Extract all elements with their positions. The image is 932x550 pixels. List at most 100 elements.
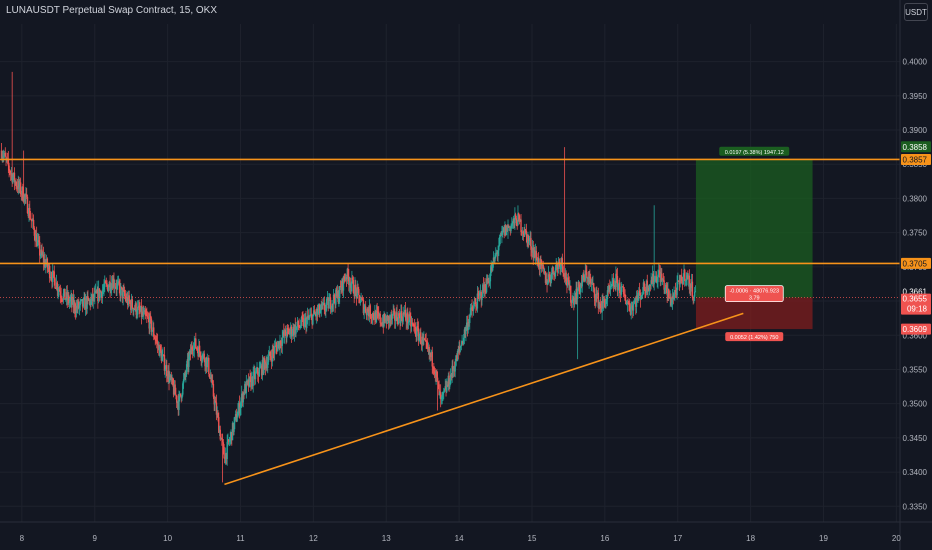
candle-body xyxy=(346,268,349,279)
candle-body xyxy=(304,317,306,319)
candle-body xyxy=(297,320,300,327)
candle-body xyxy=(397,321,399,325)
candle-body xyxy=(596,292,599,295)
candle-body xyxy=(386,315,388,324)
candle-body xyxy=(460,344,463,347)
candle-body xyxy=(560,258,563,264)
candle-body xyxy=(368,305,371,317)
candle-body xyxy=(147,317,150,319)
candle-body xyxy=(514,214,516,224)
candle-body xyxy=(621,286,623,288)
candle-body xyxy=(458,347,460,352)
candle-body xyxy=(236,417,238,422)
candle-body xyxy=(637,295,639,301)
candle-body xyxy=(172,378,174,386)
candle-body xyxy=(257,374,260,377)
candle-body xyxy=(505,225,507,236)
candle-body xyxy=(154,338,156,341)
candle-body xyxy=(544,271,546,274)
candle-body xyxy=(91,294,93,300)
candle-body xyxy=(202,353,205,355)
candle-body xyxy=(377,311,379,313)
candle-body xyxy=(651,280,653,284)
candle-body xyxy=(556,264,558,266)
currency-button[interactable]: USDT xyxy=(904,3,928,21)
candle-body xyxy=(3,155,5,157)
candle-body xyxy=(504,225,506,235)
candle-body xyxy=(219,429,221,440)
candle-body xyxy=(268,351,270,356)
candle-body xyxy=(601,301,603,313)
high-price-tag: 0.3661 xyxy=(903,288,928,297)
candle-body xyxy=(231,432,233,441)
candle-body xyxy=(377,312,380,317)
candle-body xyxy=(274,345,277,347)
candle-body xyxy=(106,283,108,286)
candle-body xyxy=(544,271,547,283)
candle-body xyxy=(527,235,529,244)
candle-body xyxy=(407,312,409,324)
candle-body xyxy=(86,296,88,309)
candle-body xyxy=(263,358,266,363)
candle-body xyxy=(211,379,214,384)
candle-body xyxy=(592,283,594,285)
candle-body xyxy=(216,413,218,415)
candle-body xyxy=(176,401,179,403)
candle-body xyxy=(53,271,55,279)
candle-body xyxy=(283,331,285,336)
candle-body xyxy=(507,226,509,231)
candle-body xyxy=(144,310,147,315)
candle-body xyxy=(415,334,417,337)
candle-body xyxy=(178,395,180,410)
candle-body xyxy=(314,313,316,315)
candle-body xyxy=(133,308,135,312)
candle-body xyxy=(443,391,445,393)
candle-body xyxy=(280,344,283,346)
candle-body xyxy=(624,294,626,301)
time-tick-label: 11 xyxy=(236,534,245,543)
entry-info-label: -0.0006 · 48076.923 xyxy=(729,289,779,295)
candle-body xyxy=(463,329,466,338)
candle-body xyxy=(26,196,29,214)
candle-body xyxy=(496,252,498,254)
candle-body xyxy=(334,300,336,305)
candle-body xyxy=(660,273,662,283)
candle-body xyxy=(215,401,217,403)
candle-body xyxy=(212,383,215,397)
candle-body xyxy=(130,302,132,310)
candle-body xyxy=(195,338,197,348)
candle-body xyxy=(205,357,207,367)
candle-body xyxy=(284,329,287,336)
candle-body xyxy=(228,439,230,442)
candle-body xyxy=(96,288,98,293)
candle-body xyxy=(48,265,51,279)
candle-body xyxy=(469,307,472,316)
candle-body xyxy=(573,298,575,305)
candle-body xyxy=(187,359,189,367)
candle-body xyxy=(615,273,617,287)
candle-body xyxy=(114,286,116,288)
candle-body xyxy=(104,281,107,283)
candle-body xyxy=(78,305,81,308)
candle-body xyxy=(575,288,577,302)
candle-body xyxy=(237,410,239,418)
candle-body xyxy=(45,264,47,268)
candle-body xyxy=(405,317,407,322)
candle-body xyxy=(95,290,98,293)
time-tick-label: 20 xyxy=(892,534,901,543)
candle-body xyxy=(440,397,443,400)
candle-body xyxy=(658,270,660,275)
candle-body xyxy=(521,232,523,233)
candle-body xyxy=(525,230,528,235)
candle-body xyxy=(477,293,479,295)
candle-body xyxy=(635,300,637,307)
candle-body xyxy=(277,341,280,345)
stop-price-tag: 0.3609 xyxy=(903,325,928,334)
candle-body xyxy=(578,281,580,288)
candle-body xyxy=(135,303,137,315)
candle-body xyxy=(111,283,114,289)
candle-body xyxy=(650,280,652,286)
candle-body xyxy=(417,328,420,341)
candle-body xyxy=(490,267,492,274)
